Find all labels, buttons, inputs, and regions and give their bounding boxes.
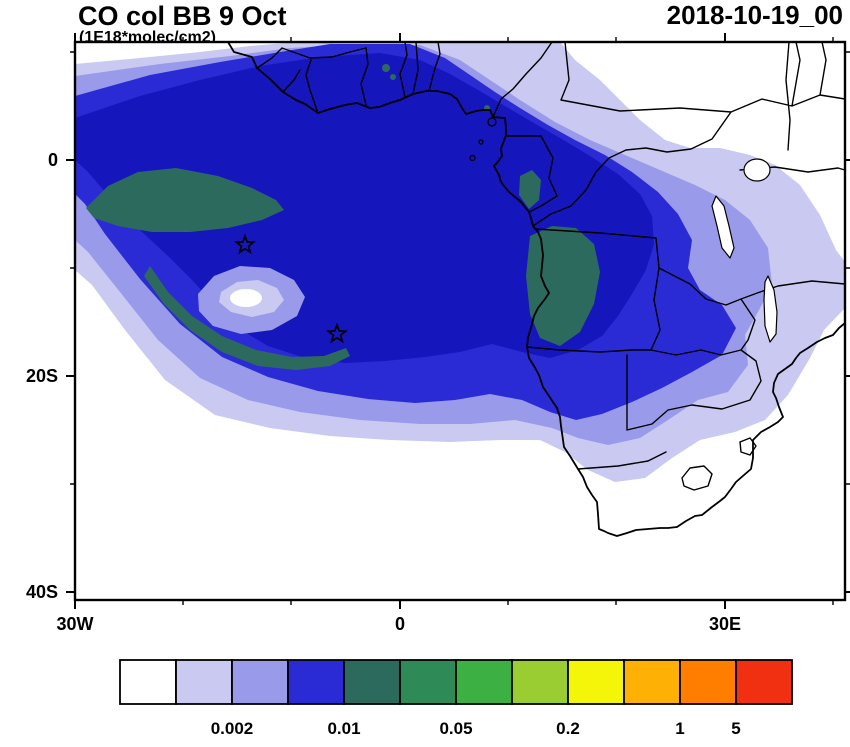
x-tick-label-30e: 30E bbox=[709, 614, 741, 634]
y-tick-label-40s: 40S bbox=[26, 582, 58, 602]
colorbar-label: 0.05 bbox=[439, 719, 472, 738]
islands bbox=[469, 117, 497, 162]
colorbar-swatch bbox=[399, 659, 457, 705]
x-tick-label-30w: 30W bbox=[56, 614, 93, 634]
country-borders bbox=[256, 41, 846, 491]
minor-ticks bbox=[70, 37, 850, 605]
contour-level-green-angola bbox=[526, 226, 600, 346]
swirl-white-eye bbox=[230, 289, 262, 307]
y-tick-label-0: 0 bbox=[48, 150, 58, 170]
colorbar-swatch bbox=[623, 659, 681, 705]
star-marker-icon bbox=[326, 322, 348, 344]
colorbar-swatch bbox=[287, 659, 345, 705]
colorbar-label: 5 bbox=[731, 719, 740, 738]
geography bbox=[227, 41, 846, 537]
plot-frame bbox=[73, 40, 847, 602]
star-marker-icon bbox=[234, 233, 256, 255]
contour-level-green-band bbox=[86, 168, 284, 232]
lakes bbox=[711, 158, 778, 343]
contour-level-green-arm bbox=[144, 266, 350, 370]
star-markers bbox=[234, 233, 348, 344]
green-spot bbox=[390, 74, 396, 80]
axis-labels: 0 20S 40S 30W 0 30E bbox=[26, 150, 741, 634]
coastline bbox=[227, 41, 846, 537]
colorbar-swatch bbox=[567, 659, 625, 705]
page-title: CO col BB 9 Oct bbox=[78, 1, 287, 31]
datetime-label: 2018-10-19_00 bbox=[667, 0, 843, 30]
colorbar-label: 0.002 bbox=[211, 719, 254, 738]
x-tick-label-0: 0 bbox=[395, 614, 405, 634]
colorbar-swatch bbox=[231, 659, 289, 705]
colorbar-swatch bbox=[343, 659, 401, 705]
colorbar-swatch bbox=[735, 659, 793, 705]
colorbar-swatch bbox=[511, 659, 569, 705]
contour-level-green-gabon bbox=[519, 170, 541, 209]
colorbar-label: 1 bbox=[675, 719, 684, 738]
colorbar-swatch bbox=[175, 659, 233, 705]
colorbar: 0.002 0.01 0.05 0.2 1 5 bbox=[119, 659, 793, 738]
colorbar-label: 0.2 bbox=[556, 719, 580, 738]
y-tick-label-20s: 20S bbox=[26, 366, 58, 386]
green-spot bbox=[382, 64, 390, 72]
colorbar-label: 0.01 bbox=[327, 719, 360, 738]
contour-layers bbox=[75, 42, 845, 482]
colorbar-swatch bbox=[679, 659, 737, 705]
colorbar-swatch bbox=[119, 659, 177, 705]
colorbar-swatch bbox=[455, 659, 513, 705]
